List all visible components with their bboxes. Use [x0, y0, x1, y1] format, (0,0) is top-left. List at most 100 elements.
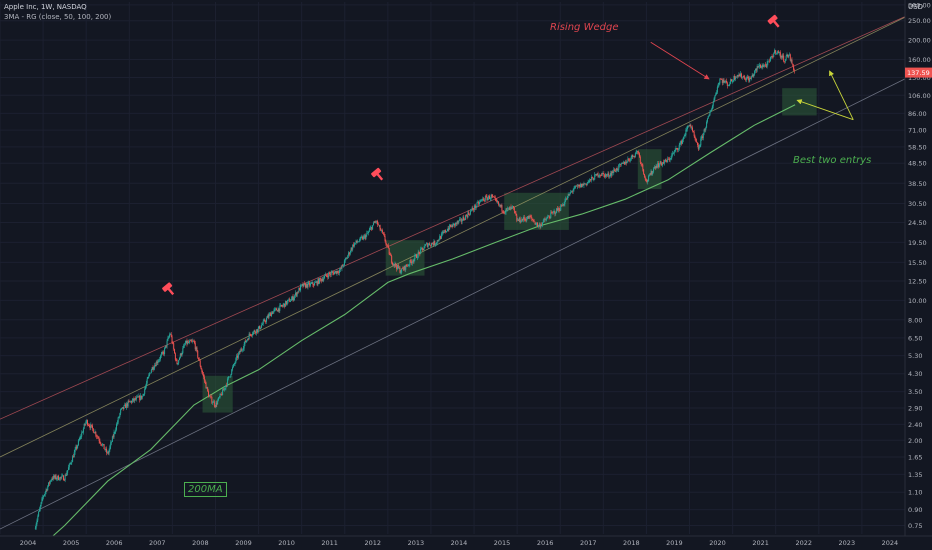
candle-body [201, 369, 203, 372]
candle-body [79, 436, 81, 440]
candle-body [130, 401, 132, 402]
x-tick-label: 2010 [278, 539, 295, 547]
candle-body [406, 264, 408, 266]
candle-body [176, 359, 178, 365]
candle-body [634, 153, 636, 158]
candle-body [158, 360, 160, 362]
candle-body [631, 154, 633, 158]
candle-body [495, 198, 497, 201]
candle-body [619, 164, 621, 165]
candle-body [62, 475, 64, 477]
candle-body [508, 207, 510, 209]
candle-body [750, 78, 752, 79]
candle-body [61, 475, 63, 478]
candle-body [146, 378, 148, 384]
candle-body [460, 218, 462, 222]
candle-body [769, 60, 771, 62]
x-tick-label: 2004 [20, 539, 37, 547]
candle-body [538, 224, 540, 226]
candle-body [285, 301, 287, 307]
candle-body [780, 55, 782, 58]
candle-body [710, 111, 712, 113]
candle-body [365, 235, 367, 239]
hammer-icon [371, 167, 384, 181]
candle-body [347, 255, 349, 259]
candle-body [617, 169, 619, 171]
candle-body [648, 174, 650, 176]
price-axis-unit: USD [908, 3, 923, 11]
candle-body [678, 144, 680, 150]
candle-body [552, 211, 554, 213]
candle-body [368, 229, 370, 232]
candle-body [761, 65, 763, 68]
indicator-legend[interactable]: 3MA - RG (close, 50, 100, 200) [4, 13, 112, 21]
candle-body [216, 402, 218, 405]
candle-body [716, 92, 718, 95]
candle-body [161, 352, 163, 355]
candle-body [546, 216, 548, 219]
candle-body [236, 355, 238, 359]
candle-body [753, 73, 755, 77]
candle-body [237, 355, 239, 358]
candle-body [600, 174, 602, 176]
candle-body [205, 382, 207, 389]
candle-body [317, 279, 319, 285]
candle-body [203, 374, 205, 377]
candle-body [607, 173, 609, 176]
candle-body [601, 173, 603, 176]
candle-body [187, 341, 189, 345]
candle-body [626, 161, 628, 164]
candle-body [40, 502, 42, 507]
candle-body [49, 480, 51, 484]
ma200-label[interactable]: 200MA [184, 482, 227, 497]
candle-body [372, 225, 374, 230]
candle-body [564, 200, 566, 205]
candle-body [395, 263, 397, 267]
candle-body [662, 162, 664, 166]
candle-body [541, 224, 543, 226]
candle-body [452, 223, 454, 228]
candle-body [404, 265, 406, 270]
candle-body [675, 148, 677, 150]
x-tick-label: 2021 [752, 539, 769, 547]
candle-body [589, 179, 591, 181]
candle-body [343, 265, 345, 266]
candle-body [580, 183, 582, 188]
candle-body [391, 255, 393, 263]
candle-body [302, 284, 304, 287]
candle-body [508, 207, 510, 210]
candle-body [435, 243, 437, 244]
candle-body [157, 361, 159, 364]
candle-body [129, 401, 131, 402]
y-tick-label: 12.50 [908, 278, 927, 286]
rising-wedge-label[interactable]: Rising Wedge [550, 22, 619, 33]
candle-body [598, 175, 600, 177]
candle-body [186, 340, 188, 345]
y-tick-label: 71.00 [908, 127, 927, 135]
best-entries-label[interactable]: Best two entrys [793, 155, 872, 166]
candle-body [681, 141, 683, 144]
candle-body [314, 282, 316, 283]
candle-body [499, 204, 501, 207]
candle-body [757, 66, 759, 68]
candle-body [781, 55, 783, 58]
candle-body [399, 267, 401, 273]
candle-body [96, 436, 98, 438]
candle-body [484, 196, 486, 201]
candle-body [295, 292, 297, 296]
candle-body [788, 54, 790, 56]
candle-body [72, 456, 74, 458]
candle-body [423, 248, 425, 250]
candle-body [403, 265, 405, 270]
y-tick-label: 2.90 [908, 404, 922, 412]
candle-body [185, 340, 187, 343]
candle-body [512, 206, 514, 208]
candle-body [73, 452, 75, 458]
candle-body [688, 125, 690, 127]
candle-body [685, 129, 687, 136]
candle-body [217, 397, 219, 401]
candle-body [229, 376, 231, 378]
candle-body [353, 244, 355, 247]
candle-body [687, 125, 689, 127]
